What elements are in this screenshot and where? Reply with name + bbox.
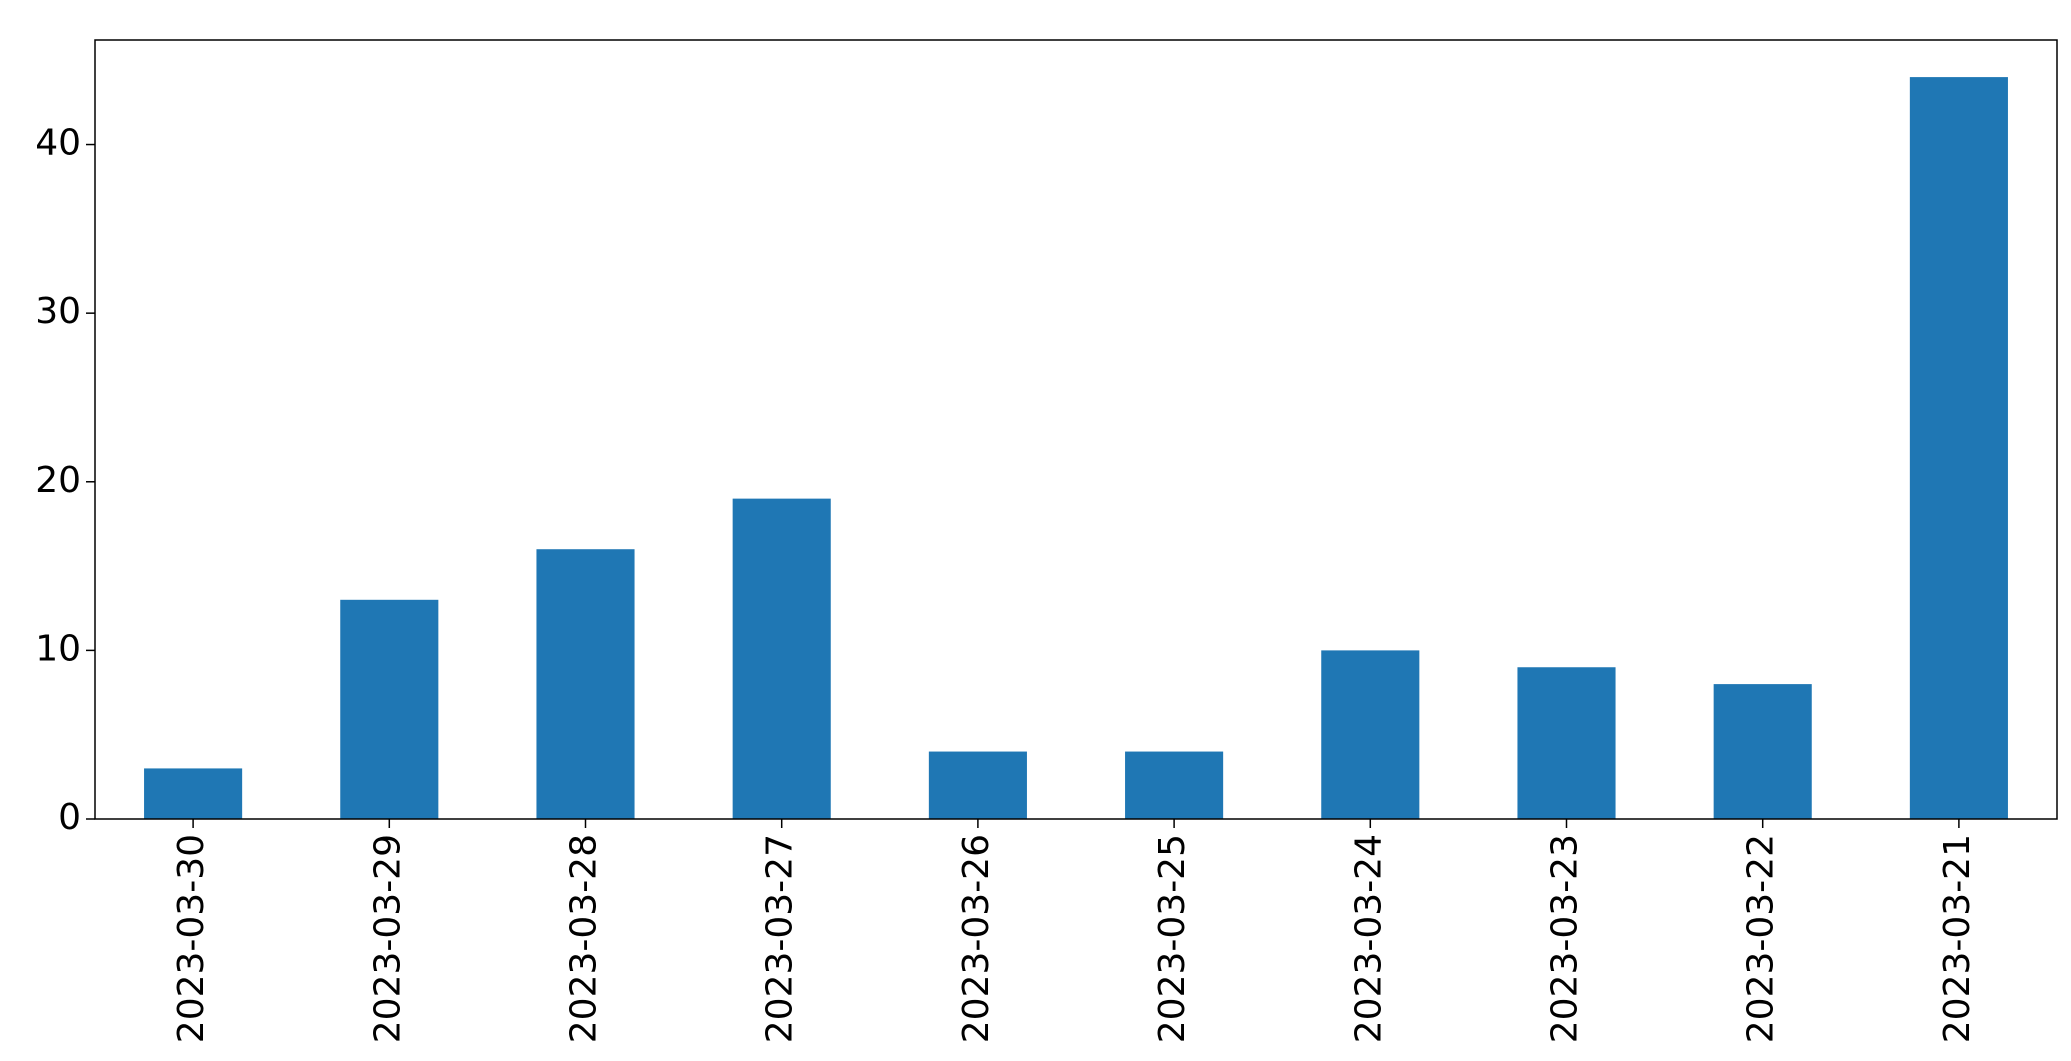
bar bbox=[732, 498, 831, 819]
y-tick-label: 10 bbox=[35, 628, 81, 669]
bar bbox=[340, 599, 439, 819]
x-tick-label: 2023-03-21 bbox=[1937, 834, 1978, 1043]
y-tick-label: 30 bbox=[35, 291, 81, 332]
bar bbox=[1125, 751, 1224, 819]
bar bbox=[928, 751, 1027, 819]
x-tick-label: 2023-03-27 bbox=[760, 834, 801, 1043]
y-tick-label: 20 bbox=[35, 460, 81, 501]
x-tick-label: 2023-03-22 bbox=[1741, 834, 1782, 1043]
x-tick-label: 2023-03-28 bbox=[564, 834, 605, 1043]
plot-frame bbox=[94, 39, 2058, 820]
x-tick-label: 2023-03-30 bbox=[171, 834, 212, 1043]
y-tick-label: 40 bbox=[35, 123, 81, 164]
bar bbox=[144, 768, 243, 819]
y-tick-label: 0 bbox=[58, 797, 81, 838]
bar bbox=[1517, 667, 1616, 819]
x-tick-label: 2023-03-26 bbox=[956, 834, 997, 1043]
x-tick-label: 2023-03-25 bbox=[1152, 834, 1193, 1043]
x-tick-label: 2023-03-24 bbox=[1348, 834, 1389, 1043]
x-tick-label: 2023-03-29 bbox=[367, 834, 408, 1043]
bar bbox=[1713, 684, 1812, 819]
bar bbox=[1909, 77, 2008, 820]
bar bbox=[1321, 650, 1420, 819]
x-tick-label: 2023-03-23 bbox=[1545, 834, 1586, 1043]
bar bbox=[536, 549, 635, 819]
